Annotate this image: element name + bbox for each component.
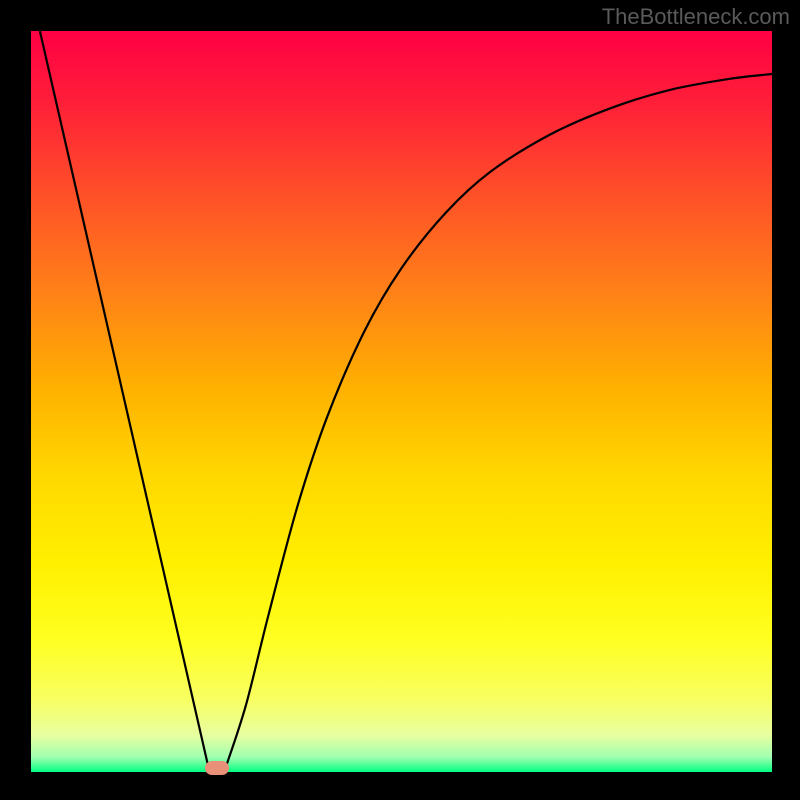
chart-container: TheBottleneck.com: [0, 0, 800, 800]
plot-area: [31, 31, 772, 772]
minimum-marker: [205, 761, 229, 775]
bottleneck-curve: [31, 31, 772, 772]
watermark-text: TheBottleneck.com: [602, 4, 790, 30]
curve-left-branch: [40, 31, 209, 769]
curve-right-branch: [225, 74, 772, 769]
